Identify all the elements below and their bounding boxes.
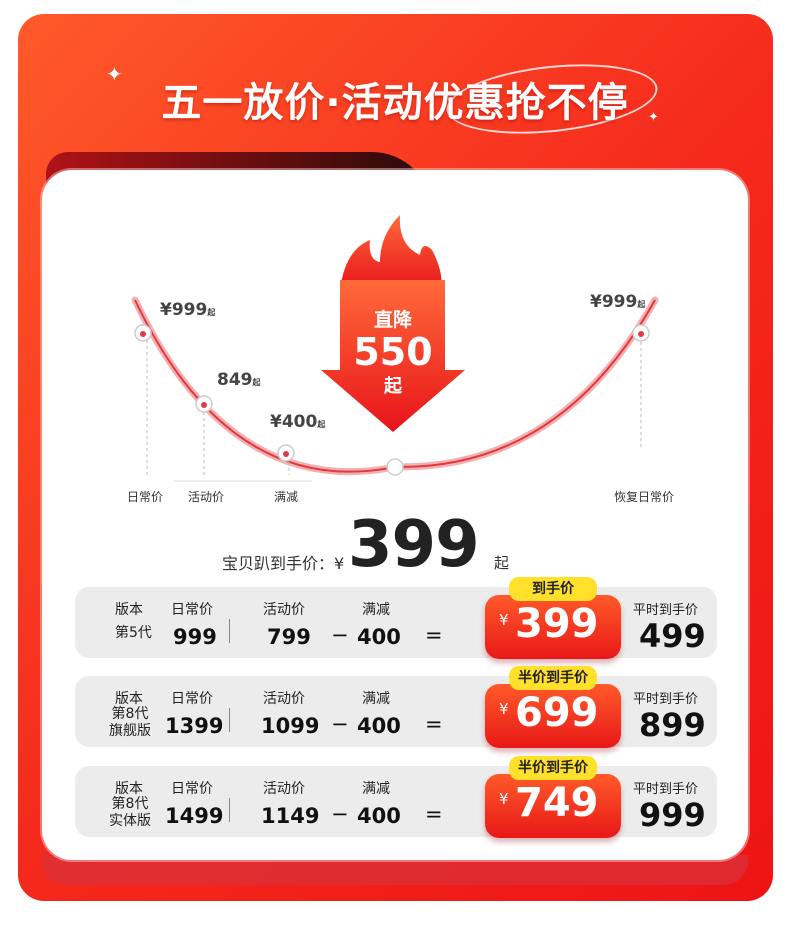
activity-value: 799 (267, 625, 311, 649)
sparkle-icon: ✦ (106, 62, 123, 86)
yen-symbol: ¥ (499, 790, 509, 808)
drop-amount: 550 (353, 330, 433, 374)
version-header: 版本 (115, 602, 143, 618)
divider (229, 708, 230, 732)
badge-tag: 半价到手价 (509, 666, 597, 690)
point-price: 849起 (217, 370, 261, 390)
normal-price-value: 999 (639, 796, 706, 834)
daily-header: 日常价 (171, 602, 213, 618)
normal-price-header: 平时到手价 (633, 782, 699, 797)
yen-symbol: ¥ (499, 611, 509, 629)
daily-header: 日常价 (171, 781, 213, 797)
daily-header: 日常价 (171, 691, 213, 707)
version-value: 第8代 旗舰版 (109, 706, 151, 739)
daily-value: 1499 (165, 804, 224, 828)
divider (229, 619, 230, 643)
drop-label: 直降 (373, 309, 412, 331)
final-price-suffix: 起 (494, 554, 510, 572)
discount-header: 满减 (362, 781, 390, 797)
version-value: 第5代 (115, 625, 152, 641)
version-header: 版本 (115, 781, 143, 797)
page-title: 五一放价·活动优惠抢不停 (161, 80, 629, 126)
badge-price: 699 (515, 690, 599, 736)
guide-lines (146, 340, 642, 475)
yen-symbol: ¥ (499, 700, 509, 718)
daily-value: 1399 (165, 714, 224, 738)
final-price-value: 399 (348, 508, 480, 582)
drop-suffix: 起 (384, 376, 402, 397)
minus-sign: − (331, 802, 349, 826)
discount-value: 400 (357, 714, 401, 738)
flame-icon (340, 215, 442, 290)
curve-point (386, 458, 404, 476)
price-row: 版本 第8代 旗舰版 日常价 1399 活动价 1099 − 满减 400 = … (75, 666, 717, 748)
normal-price-value: 499 (639, 617, 706, 655)
price-row: 版本 第5代 日常价 999 活动价 799 − 满减 400 = 到手价 ¥ … (75, 577, 717, 659)
divider (229, 798, 230, 822)
equals-sign: = (425, 802, 443, 826)
stage-label: 日常价 (127, 490, 164, 504)
final-price-badge: 半价到手价 ¥ 749 (485, 756, 621, 838)
final-price-badge: 到手价 ¥ 399 (485, 577, 621, 659)
discount-value: 400 (357, 804, 401, 828)
activity-header: 活动价 (263, 691, 305, 707)
normal-price-header: 平时到手价 (633, 603, 699, 618)
badge-tag: 半价到手价 (509, 756, 597, 780)
equals-sign: = (425, 712, 443, 736)
version-header: 版本 (115, 691, 143, 707)
badge-price: 399 (515, 601, 599, 647)
discount-value: 400 (357, 625, 401, 649)
sparkle-icon: ✦ (648, 110, 659, 125)
point-price: ¥400起 (270, 412, 326, 432)
badge-price: 749 (515, 780, 599, 826)
final-price-badge: 半价到手价 ¥ 699 (485, 666, 621, 748)
minus-sign: − (331, 623, 349, 647)
activity-header: 活动价 (263, 781, 305, 797)
card-base (42, 855, 748, 885)
point-price: ¥999起 (160, 300, 216, 320)
activity-value: 1149 (261, 804, 320, 828)
badge-tag: 到手价 (509, 577, 597, 601)
price-row: 版本 第8代 实体版 日常价 1499 活动价 1149 − 满减 400 = … (75, 756, 717, 838)
equals-sign: = (425, 623, 443, 647)
normal-price-header: 平时到手价 (633, 692, 699, 707)
activity-value: 1099 (261, 714, 320, 738)
price-drop-badge: 直降 550 起 (340, 305, 446, 398)
stage-label: 恢复日常价 (614, 490, 675, 504)
down-arrow-icon (321, 280, 465, 432)
minus-sign: − (331, 712, 349, 736)
activity-header: 活动价 (263, 602, 305, 618)
point-price: ¥999起 (590, 292, 646, 312)
daily-value: 999 (173, 625, 217, 649)
version-value: 第8代 实体版 (109, 796, 151, 829)
stage-label: 满减 (274, 490, 299, 504)
stage-label: 活动价 (188, 490, 225, 504)
normal-price-value: 899 (639, 706, 706, 744)
discount-header: 满减 (362, 691, 390, 707)
final-price-label: 宝贝趴到手价：¥ (222, 554, 345, 573)
discount-header: 满减 (362, 602, 390, 618)
